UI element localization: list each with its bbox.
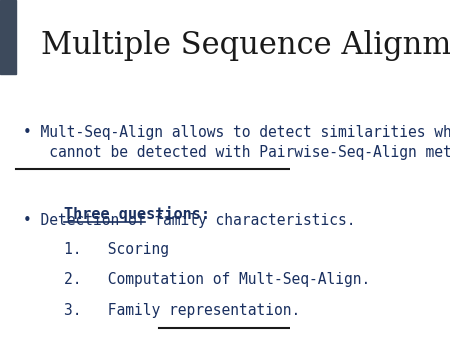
Text: 3.   Family representation.: 3. Family representation. xyxy=(64,303,300,317)
Text: • Detection of family characteristics.: • Detection of family characteristics. xyxy=(23,213,356,228)
Text: • Mult-Seq-Align allows to detect similarities which
   cannot be detected with : • Mult-Seq-Align allows to detect simila… xyxy=(23,125,450,160)
Text: Multiple Sequence Alignment: Multiple Sequence Alignment xyxy=(40,30,450,61)
Bar xyxy=(0,0,16,74)
Text: Three questions:: Three questions: xyxy=(64,206,210,222)
Text: 2.   Computation of Mult-Seq-Align.: 2. Computation of Mult-Seq-Align. xyxy=(64,272,370,287)
Text: 1.   Scoring: 1. Scoring xyxy=(64,242,169,257)
